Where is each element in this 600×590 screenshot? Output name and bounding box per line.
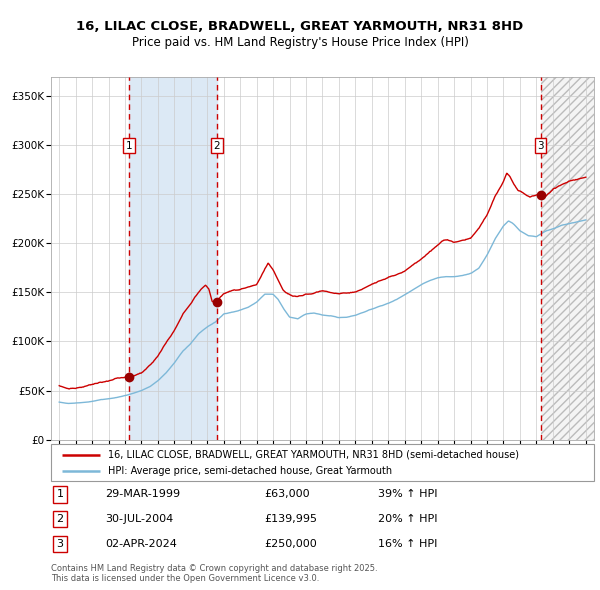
Text: £250,000: £250,000 — [264, 539, 317, 549]
Text: 16% ↑ HPI: 16% ↑ HPI — [378, 539, 437, 549]
Text: £63,000: £63,000 — [264, 490, 310, 499]
Text: 1: 1 — [56, 490, 64, 499]
Text: £139,995: £139,995 — [264, 514, 317, 524]
Text: 1: 1 — [125, 140, 132, 150]
Text: 3: 3 — [537, 140, 544, 150]
Text: 16, LILAC CLOSE, BRADWELL, GREAT YARMOUTH, NR31 8HD: 16, LILAC CLOSE, BRADWELL, GREAT YARMOUT… — [76, 20, 524, 33]
Text: HPI: Average price, semi-detached house, Great Yarmouth: HPI: Average price, semi-detached house,… — [108, 466, 392, 476]
Text: 2: 2 — [56, 514, 64, 524]
Text: 20% ↑ HPI: 20% ↑ HPI — [378, 514, 437, 524]
Bar — [541, 77, 594, 440]
Text: Price paid vs. HM Land Registry's House Price Index (HPI): Price paid vs. HM Land Registry's House … — [131, 36, 469, 49]
Text: 16, LILAC CLOSE, BRADWELL, GREAT YARMOUTH, NR31 8HD (semi-detached house): 16, LILAC CLOSE, BRADWELL, GREAT YARMOUT… — [108, 450, 519, 460]
Bar — [129, 77, 217, 440]
Text: 39% ↑ HPI: 39% ↑ HPI — [378, 490, 437, 499]
Text: 2: 2 — [214, 140, 220, 150]
Text: 02-APR-2024: 02-APR-2024 — [105, 539, 177, 549]
Text: Contains HM Land Registry data © Crown copyright and database right 2025.
This d: Contains HM Land Registry data © Crown c… — [51, 563, 377, 583]
Text: 29-MAR-1999: 29-MAR-1999 — [105, 490, 180, 499]
FancyBboxPatch shape — [51, 444, 594, 481]
Text: 3: 3 — [56, 539, 64, 549]
Text: 30-JUL-2004: 30-JUL-2004 — [105, 514, 173, 524]
